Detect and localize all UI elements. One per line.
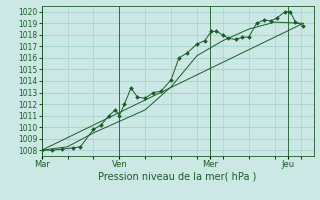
X-axis label: Pression niveau de la mer( hPa ): Pression niveau de la mer( hPa ) [99, 172, 257, 182]
